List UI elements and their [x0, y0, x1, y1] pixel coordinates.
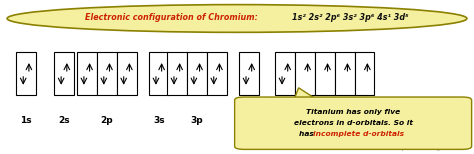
- Text: incomplete d-orbitals: incomplete d-orbitals: [313, 131, 404, 137]
- Text: 1s² 2s² 2p⁶ 3s² 3p⁶ 4s¹ 3d⁵: 1s² 2s² 2p⁶ 3s² 3p⁶ 4s¹ 3d⁵: [292, 13, 408, 22]
- FancyBboxPatch shape: [207, 52, 227, 95]
- FancyBboxPatch shape: [117, 52, 137, 95]
- Text: has: has: [299, 131, 316, 137]
- FancyBboxPatch shape: [77, 52, 97, 95]
- FancyBboxPatch shape: [239, 52, 259, 95]
- Text: Electronic configuration of Chromium:: Electronic configuration of Chromium:: [85, 13, 261, 22]
- Text: 3s: 3s: [153, 116, 164, 125]
- Text: 3p: 3p: [191, 116, 203, 125]
- Polygon shape: [294, 88, 318, 100]
- Text: 2p: 2p: [100, 116, 113, 125]
- Text: electrons in d-orbitals. So it: electrons in d-orbitals. So it: [293, 120, 413, 126]
- FancyBboxPatch shape: [149, 52, 169, 95]
- FancyBboxPatch shape: [187, 52, 207, 95]
- FancyBboxPatch shape: [97, 52, 117, 95]
- FancyBboxPatch shape: [54, 52, 74, 95]
- FancyBboxPatch shape: [355, 52, 374, 95]
- FancyBboxPatch shape: [295, 52, 315, 95]
- FancyBboxPatch shape: [167, 52, 187, 95]
- Text: 3d: 3d: [319, 116, 331, 125]
- Text: 1s: 1s: [20, 116, 32, 125]
- Ellipse shape: [7, 5, 467, 32]
- FancyBboxPatch shape: [239, 99, 467, 148]
- FancyBboxPatch shape: [16, 52, 36, 95]
- FancyBboxPatch shape: [275, 52, 295, 95]
- Text: 4s: 4s: [243, 116, 255, 125]
- FancyBboxPatch shape: [315, 52, 335, 95]
- FancyBboxPatch shape: [235, 97, 472, 149]
- Text: Titanium has only five: Titanium has only five: [306, 109, 400, 116]
- Text: © periodictableguide.com: © periodictableguide.com: [395, 145, 465, 151]
- FancyBboxPatch shape: [335, 52, 355, 95]
- Text: 2s: 2s: [58, 116, 70, 125]
